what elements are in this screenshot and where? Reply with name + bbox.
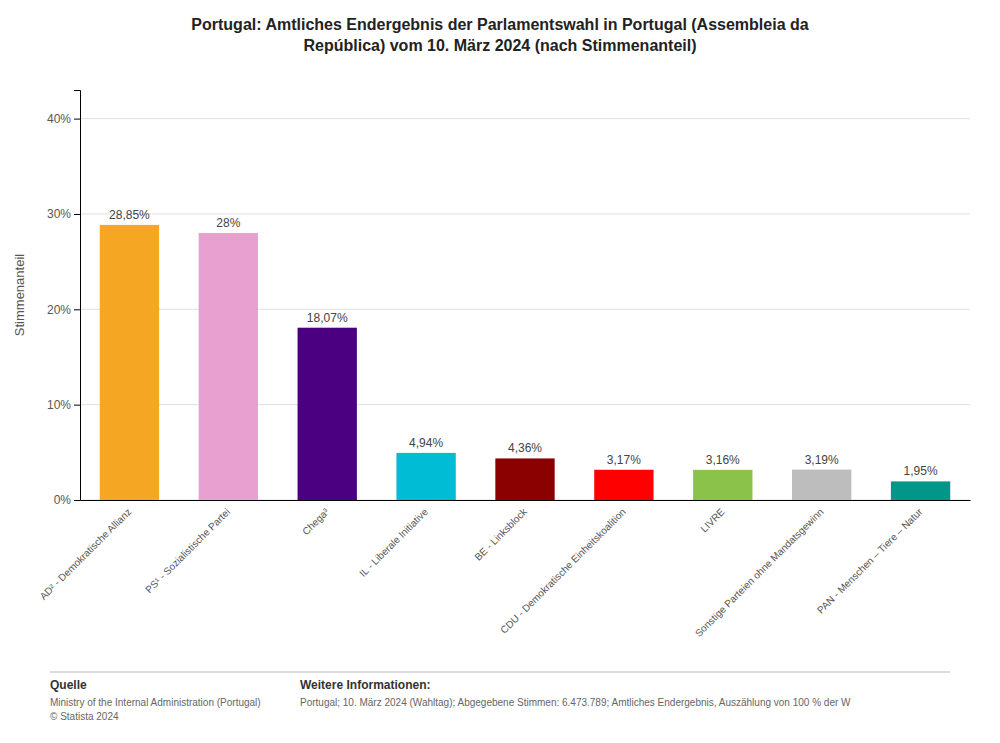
bar — [495, 458, 554, 500]
data-label: 18,07% — [307, 311, 348, 325]
x-tick: Chega³ — [300, 506, 331, 537]
annotation-label: Quelle — [50, 678, 87, 692]
x-tick-label: IL - Liberale Initiative — [357, 506, 430, 579]
y-tick-mark — [74, 405, 80, 406]
title-line: República) vom 10. März 2024 (nach Stimm… — [303, 37, 696, 54]
y-tick-label: 20% — [47, 303, 71, 317]
bar — [199, 233, 258, 500]
y-axis: 0% 10% 20% 30% 40% — [47, 91, 81, 508]
annotation-line: © Statista 2024 — [50, 711, 119, 722]
footer-rule — [50, 672, 950, 673]
data-label: 28,85% — [109, 208, 150, 222]
bar — [891, 481, 950, 500]
x-tick-label: PS¹ - Sozialistische Partei — [143, 506, 232, 595]
data-label: 3,19% — [805, 453, 839, 467]
annotation-line: Portugal; 10. März 2024 (Wahltag); Abgeg… — [300, 697, 851, 708]
annotation-text: Portugal; 10. März 2024 (Wahltag); Abgeg… — [300, 697, 851, 708]
data-label: 28% — [216, 216, 240, 230]
bar — [100, 225, 159, 500]
annotation-line: Ministry of the Internal Administration … — [50, 697, 261, 708]
x-tick: IL - Liberale Initiative — [357, 506, 430, 579]
annotation-text: Ministry of the Internal Administration … — [50, 697, 261, 722]
grid — [80, 119, 970, 500]
y-tick-label: 40% — [47, 112, 71, 126]
y-tick: 20% — [47, 303, 80, 317]
x-tick-label: LIVRE — [698, 506, 726, 534]
x-tick: PS¹ - Sozialistische Partei — [143, 506, 232, 595]
y-tick-mark — [74, 500, 80, 501]
x-tick: PAN - Menschen – Tiere – Natur — [815, 506, 925, 616]
x-tick: CDU - Demokratische Einheitskoalition — [498, 506, 628, 636]
chart: Portugal: Amtliches Endergebnis der Parl… — [0, 0, 1000, 743]
y-tick: 10% — [47, 398, 80, 412]
x-tick: Sonstige Parteien ohne Mandatsgewinn — [693, 506, 826, 639]
y-tick: 30% — [47, 207, 80, 221]
data-labels: 28,85% 28% 18,07% 4,94% 4,36% 3,17% 3,16% 3,19%… — [109, 208, 938, 478]
x-tick-label: Sonstige Parteien ohne Mandatsgewinn — [693, 506, 826, 639]
x-axis-line — [81, 500, 971, 501]
y-tick-label: 0% — [54, 493, 72, 507]
bar — [594, 470, 653, 500]
grid-line — [80, 118, 970, 119]
data-label: 1,95% — [904, 464, 938, 478]
y-tick-mark — [74, 119, 80, 120]
grid-line — [80, 213, 970, 214]
y-tick-mark — [74, 214, 80, 215]
y-tick-label: 10% — [47, 398, 71, 412]
data-label: 4,36% — [508, 441, 542, 455]
bar — [792, 470, 851, 500]
bar — [396, 453, 455, 500]
x-tick-label: CDU - Demokratische Einheitskoalition — [498, 506, 628, 636]
x-tick: AD² - Demokratische Allianz — [38, 506, 134, 602]
y-axis-title: Stimmenanteil — [12, 254, 27, 336]
x-tick-label: PAN - Menschen – Tiere – Natur — [815, 506, 925, 616]
annotation-line: Quelle — [50, 678, 87, 692]
title: Portugal: Amtliches Endergebnis der Parl… — [191, 16, 808, 54]
bar — [298, 328, 357, 500]
data-label: 4,94% — [409, 436, 443, 450]
bar — [693, 470, 752, 500]
data-label: 3,17% — [607, 453, 641, 467]
y-axis-line — [74, 91, 81, 501]
x-tick: BE - Linksblock — [472, 505, 529, 562]
x-tick-label: Chega³ — [300, 506, 331, 537]
annotation-label: Weitere Informationen: — [300, 678, 430, 692]
x-tick: LIVRE — [698, 506, 726, 534]
y-tick-mark — [74, 309, 80, 310]
data-label: 3,16% — [706, 453, 740, 467]
title-line: Portugal: Amtliches Endergebnis der Parl… — [191, 16, 808, 33]
bars — [100, 225, 950, 500]
x-tick-label: BE - Linksblock — [472, 505, 529, 562]
y-tick: 0% — [54, 493, 80, 507]
y-tick-label: 30% — [47, 207, 71, 221]
x-tick-label: AD² - Demokratische Allianz — [38, 506, 134, 602]
annotation-line: Weitere Informationen: — [300, 678, 430, 692]
y-tick: 40% — [47, 112, 80, 126]
x-axis: AD² - Demokratische AllianzPS¹ - Soziali… — [38, 501, 971, 639]
